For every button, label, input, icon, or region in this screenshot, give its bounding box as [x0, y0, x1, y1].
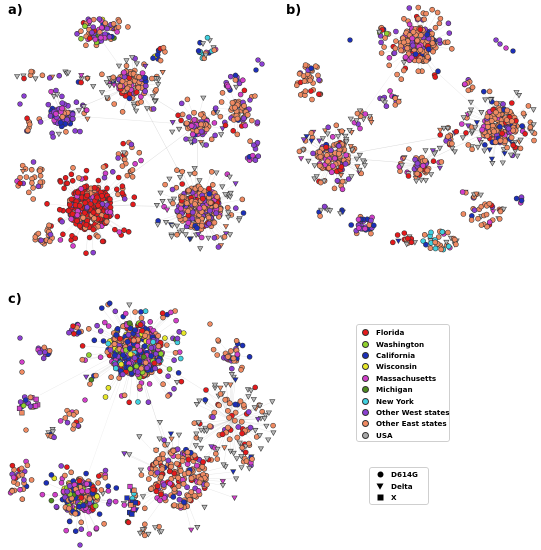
legend-item-massachusetts: Massachusetts [357, 373, 449, 384]
legend-swatch [362, 420, 369, 428]
legend-label: Other West states [376, 407, 450, 417]
legend-label: Other East states [376, 419, 447, 429]
legend-item-delta: Delta [370, 480, 428, 491]
legend-swatch [362, 363, 369, 371]
legend-item-california: California [357, 350, 449, 361]
legend-item-wisconsin: Wisconsin [357, 361, 449, 372]
legend-label: Washington [376, 339, 425, 349]
legend-label: Wisconsin [376, 362, 417, 372]
state-legend: Florida Washington California Wisconsin Mass… [356, 324, 450, 442]
panel-label-a: a) [8, 3, 23, 18]
legend-label: Massachusetts [376, 373, 437, 383]
legend-swatch [362, 340, 369, 348]
legend-label: California [376, 350, 416, 360]
legend-swatch [362, 408, 369, 416]
triangle-marker-icon [375, 483, 385, 490]
legend-item-florida: Florida [357, 327, 449, 338]
legend-swatch [362, 386, 369, 394]
legend-swatch [362, 374, 369, 382]
legend-label: New York [376, 396, 414, 406]
legend-item-new-york: New York [357, 395, 449, 406]
legend-label: Michigan [376, 385, 413, 395]
legend-swatch [362, 397, 369, 405]
legend-swatch [362, 351, 369, 359]
legend-label: Florida [376, 328, 405, 338]
legend-label: D614G [391, 470, 418, 480]
legend-swatch [362, 329, 369, 337]
legend-label: X [391, 492, 397, 502]
legend-item-x: X [370, 492, 428, 503]
circle-marker-icon [375, 471, 385, 478]
panel-label-b: b) [286, 3, 302, 18]
legend-swatch [362, 431, 369, 439]
legend-item-other-west-states: Other West states [357, 407, 450, 418]
variant-legend: D614G Delta X [369, 467, 429, 505]
legend-item-washington: Washington [357, 338, 449, 349]
legend-item-usa: USA [357, 430, 449, 441]
legend-item-other-east-states: Other East states [357, 418, 449, 429]
panel-label-c: c) [8, 292, 22, 307]
legend-label: USA [376, 430, 393, 440]
legend-label: Delta [391, 481, 413, 491]
legend-item-d614g: D614G [370, 469, 428, 480]
network-nodes [7, 4, 538, 548]
legend-item-michigan: Michigan [357, 384, 449, 395]
square-marker-icon [375, 494, 385, 501]
